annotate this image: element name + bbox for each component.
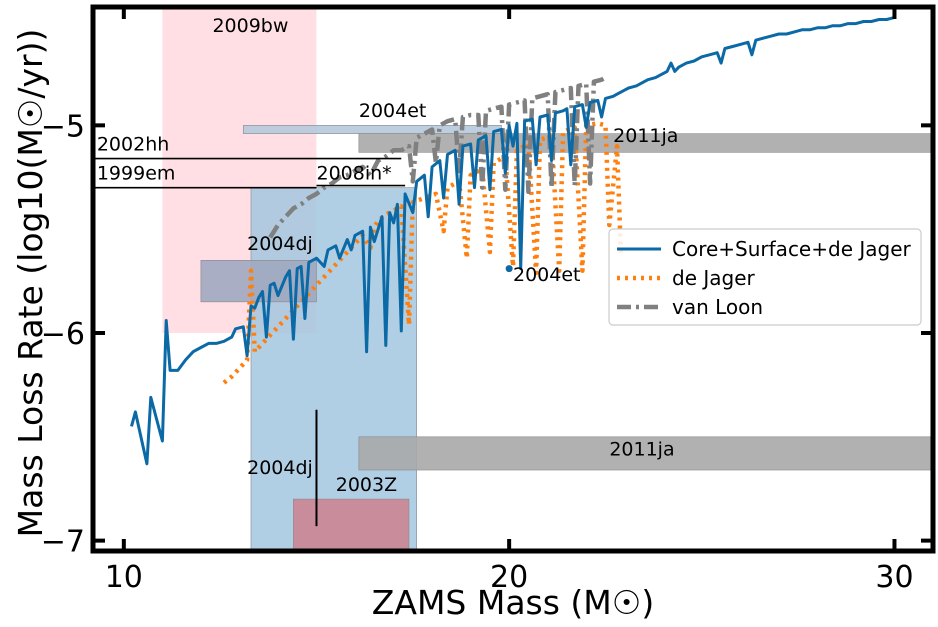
y-tick-label: −7	[41, 525, 85, 560]
x-tick-label: 10	[105, 560, 143, 595]
annotation-2004dj: 2004dj	[247, 233, 313, 255]
annotation-2003Z: 2003Z	[336, 474, 397, 496]
region-2003Z	[293, 498, 410, 552]
x-tick-label: 20	[490, 560, 528, 595]
point-2004et	[505, 265, 513, 273]
legend-box	[608, 228, 922, 326]
series-lines	[130, 15, 895, 466]
annotation-2008in*: 2008in*	[316, 162, 391, 184]
annotations: 2009bw 2004dj 2004et 2011ja 2011ja 2003Z 2002h…	[97, 15, 679, 496]
annotation-1999em: 1999em	[97, 162, 176, 184]
annotation-2004et: 2004et	[513, 264, 581, 286]
y-tick-label: −5	[41, 109, 85, 144]
reference-lines	[93, 157, 513, 527]
y-tick-label: −6	[41, 317, 85, 352]
annotation-2004et: 2004et	[359, 100, 427, 122]
x-tick-label: 30	[875, 560, 913, 595]
legend: Core+Surface+de Jager de Jager van Loon	[608, 228, 922, 326]
plot-frame	[90, 4, 936, 554]
legend-label: van Loon	[672, 295, 763, 319]
legend-label: de Jager	[672, 266, 756, 290]
x-axis-title: ZAMS Mass (M☉)	[372, 583, 654, 622]
annotation-2011ja: 2011ja	[613, 125, 678, 147]
region-2011ja	[358, 436, 934, 471]
series-line-core-surface-de-jager	[130, 15, 895, 466]
y-axis-title: Mass Loss Rate (log10(M☉/yr))	[11, 29, 50, 538]
series-line-van-loon	[268, 75, 607, 239]
annotation-2011ja: 2011ja	[609, 438, 674, 460]
axis-ticks: 10 20 30 −7 −6 −5	[41, 7, 933, 595]
annotation-2009bw: 2009bw	[212, 15, 288, 37]
annotation-2004dj: 2004dj	[247, 457, 313, 479]
annotation-2002hh: 2002hh	[97, 133, 169, 155]
legend-label: Core+Surface+de Jager	[672, 237, 912, 261]
